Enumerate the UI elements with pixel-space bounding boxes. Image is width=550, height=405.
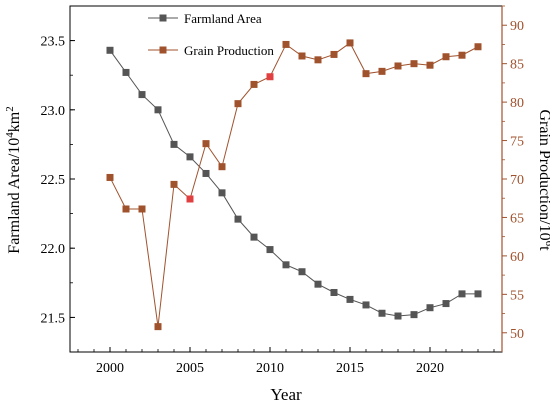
grain-production-point: [394, 62, 402, 70]
left-tick-label: 23.5: [41, 35, 66, 50]
grain-production-point: [410, 60, 418, 68]
farmland-area-point: [410, 311, 418, 319]
x-tick-label: 2000: [96, 361, 124, 376]
farmland-area-point: [106, 46, 114, 54]
farmland-area-point: [186, 153, 194, 161]
farmland-area-point: [458, 290, 466, 298]
farmland-area-point: [266, 246, 274, 254]
right-tick-label: 80: [510, 96, 524, 111]
grain-production-point: [442, 53, 450, 61]
grain-production-point: [202, 140, 210, 148]
grain-production-point: [298, 52, 306, 60]
right-tick-label: 65: [510, 211, 524, 226]
grain-production-point: [346, 39, 354, 47]
farmland-area-point: [170, 140, 178, 148]
legend-marker: [159, 46, 167, 54]
farmland-area-point: [282, 261, 290, 269]
x-axis-ticks: 2000 2005 2010 2015 2020: [77, 347, 495, 376]
grain-production-point: [250, 80, 258, 88]
farmland-area-point: [218, 189, 226, 197]
x-axis-title: Year: [270, 385, 302, 404]
farmland-area-point: [378, 309, 386, 317]
farmland-area-point: [442, 300, 450, 308]
left-axis-title-sup1: 4: [4, 132, 16, 138]
x-tick-label: 2010: [256, 361, 284, 376]
grain-production-point: [426, 61, 434, 69]
grain-production-point: [314, 56, 322, 64]
grain-production-point: [234, 100, 242, 108]
right-axis-title-main: Grain Production/10: [536, 109, 550, 240]
grain-production-point: [282, 40, 290, 48]
right-tick-label: 55: [510, 288, 524, 303]
right-tick-label: 70: [510, 173, 524, 188]
farmland-area-point: [234, 215, 242, 223]
grain-production-point: [474, 43, 482, 51]
grain-production-point: [218, 163, 226, 171]
left-axis-title-sup2: 2: [4, 106, 16, 112]
farmland-area-point: [394, 312, 402, 320]
left-tick-label: 22.5: [41, 173, 66, 188]
grain-production-point: [378, 67, 386, 75]
farmland-area-point: [122, 68, 130, 76]
farmland-area-point: [250, 233, 258, 241]
x-tick-label: 2005: [176, 361, 204, 376]
grain-production-point: [266, 73, 274, 81]
right-tick-label: 75: [510, 135, 524, 150]
left-tick-label: 22.0: [41, 242, 66, 257]
right-axis-title-sup: 6: [543, 241, 550, 247]
right-tick-label: 85: [510, 58, 524, 73]
left-axis-title-unit: km: [6, 111, 23, 132]
grain-production-point: [330, 50, 338, 58]
left-tick-label: 23.0: [41, 104, 66, 119]
right-tick-label: 90: [510, 19, 524, 34]
grain-production-point: [122, 205, 130, 213]
legend-label: Grain Production: [184, 43, 274, 58]
grain-production-point: [458, 51, 466, 59]
legend: Farmland Area Grain Production: [148, 11, 274, 58]
left-axis-title: Farmland Area/104km2: [4, 106, 23, 253]
farmland-area-point: [346, 295, 354, 303]
series-layer: [106, 39, 482, 331]
farmland-area-point: [138, 91, 146, 99]
farmland-area-point: [298, 268, 306, 276]
left-tick-label: 21.5: [41, 311, 66, 326]
legend-marker: [159, 14, 167, 22]
grain-production-point: [362, 70, 370, 78]
right-axis-title: Grain Production/106t: [536, 109, 550, 251]
grain-production-point: [154, 323, 162, 331]
farmland-area-point: [330, 288, 338, 296]
grain-production-point: [170, 180, 178, 188]
right-axis-ticks: 50 55 60 65 70 75 80 85 90: [502, 5, 524, 342]
right-axis-title-unit: t: [536, 246, 550, 251]
x-tick-label: 2020: [416, 361, 444, 376]
left-axis-ticks: 21.5 22.0 22.5 23.0 23.5: [41, 5, 75, 353]
right-tick-label: 60: [510, 250, 524, 265]
x-tick-label: 2015: [336, 361, 364, 376]
left-axis-title-main: Farmland Area/10: [6, 138, 23, 254]
right-tick-label: 50: [510, 327, 524, 342]
grain-production-point: [138, 205, 146, 213]
farmland-area-point: [314, 280, 322, 288]
legend-label: Farmland Area: [184, 11, 262, 26]
farmland-area-point: [154, 106, 162, 114]
farmland-area-point: [362, 301, 370, 309]
grain-production-point: [186, 195, 194, 203]
farmland-area-point: [474, 290, 482, 298]
grain-production-point: [106, 173, 114, 181]
farmland-area-point: [202, 169, 210, 177]
farmland-area-point: [426, 304, 434, 312]
